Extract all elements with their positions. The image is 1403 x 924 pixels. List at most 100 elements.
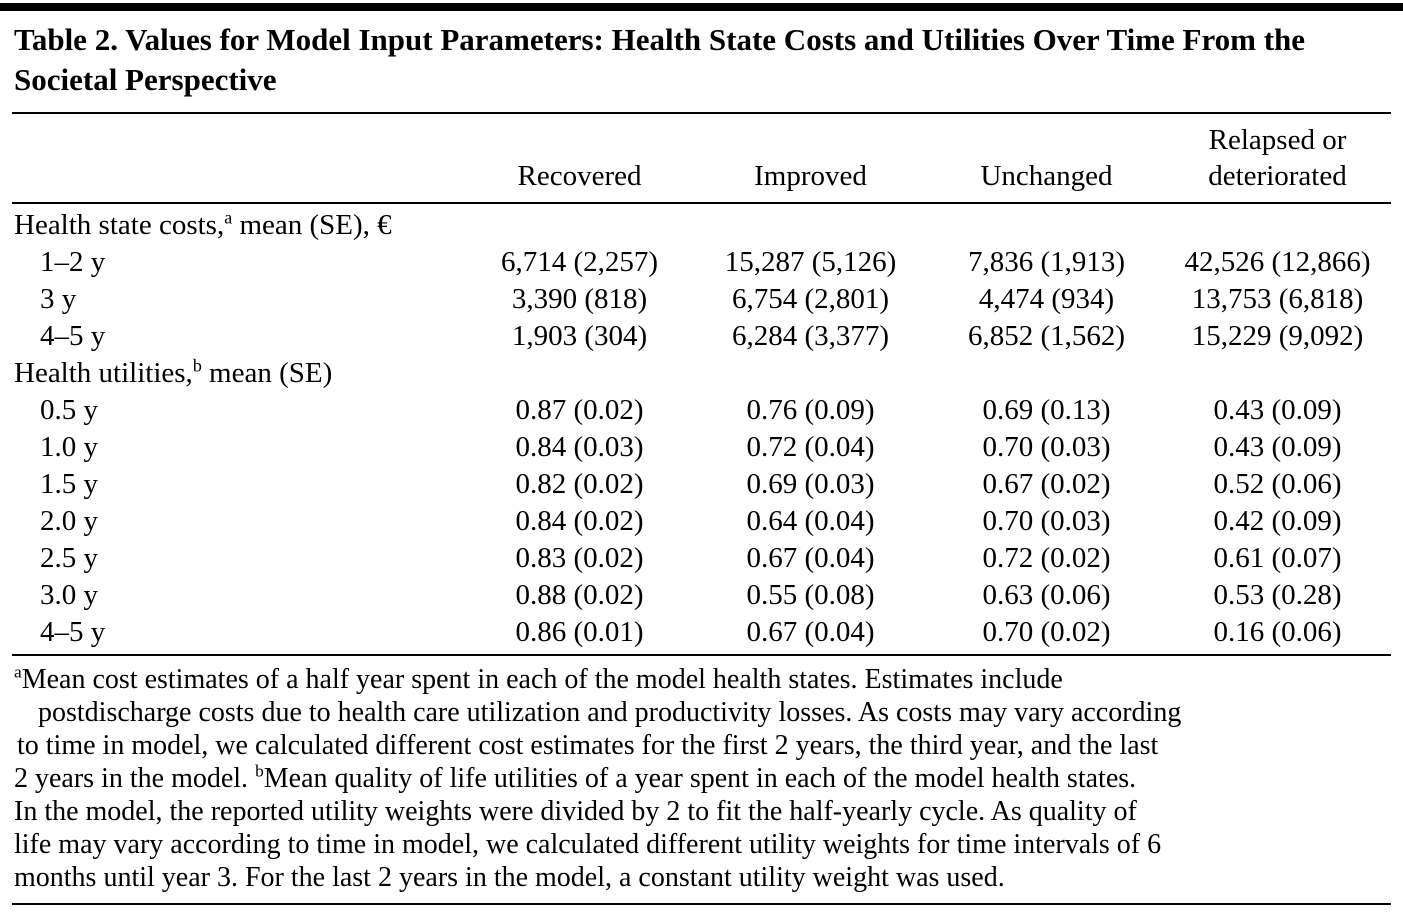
cell (929, 355, 1164, 392)
cell: 0.43 (0.09) (1213, 393, 1342, 426)
row-label: 0.5 y (40, 393, 98, 426)
cell: 6,714 (2,257) (500, 245, 659, 278)
footnote-marker-b: b (255, 761, 264, 781)
cell: 0.87 (0.02) (515, 393, 644, 426)
footnote: aMean cost estimates of a half year spen… (12, 656, 1391, 903)
section-label-text: mean (SE) (201, 356, 333, 389)
table-row: 4–5 y 1,903 (304) 6,284 (3,377) 6,852 (1… (12, 318, 1391, 355)
cell: 0.70 (0.02) (982, 615, 1111, 648)
divider-bottom (12, 902, 1391, 905)
cell (692, 355, 929, 392)
section-label-text: Health state costs, (14, 208, 225, 241)
cell: 0.82 (0.02) (515, 467, 644, 500)
table-row: 3.0 y 0.88 (0.02) 0.55 (0.08) 0.63 (0.06… (12, 577, 1391, 614)
cell: 15,229 (9,092) (1191, 319, 1364, 352)
top-rule (0, 3, 1403, 11)
row-label: 1–2 y (40, 245, 106, 278)
footnote-text: Mean quality of life utilities of a year… (263, 762, 1137, 794)
column-header-improved: Improved (754, 159, 867, 192)
cell: 0.63 (0.06) (982, 578, 1111, 611)
table-row: 1.0 y 0.84 (0.03) 0.72 (0.04) 0.70 (0.03… (12, 429, 1391, 466)
table-row: 1–2 y 6,714 (2,257) 15,287 (5,126) 7,836… (12, 244, 1391, 281)
row-label: 2.0 y (40, 504, 98, 537)
footnote-marker-a: a (14, 662, 22, 682)
row-label: 4–5 y (40, 319, 106, 352)
column-header-recovered: Recovered (517, 159, 642, 192)
footnote-line: postdischarge costs due to health care u… (14, 696, 1391, 729)
cell (692, 207, 929, 244)
cell: 0.69 (0.13) (982, 393, 1111, 426)
cell: 0.72 (0.02) (982, 541, 1111, 574)
footnote-text: to time in model, we calculated differen… (17, 729, 1159, 761)
footnote-text: postdischarge costs due to health care u… (38, 696, 1182, 728)
divider-above-footnote (12, 653, 1391, 656)
section-label-text: Health utilities, (14, 356, 193, 389)
section-header-utilities: Health utilities,b mean (SE) (12, 355, 1391, 392)
cell: 0.76 (0.09) (746, 393, 875, 426)
column-header-relapsed: Relapsed or deteriorated (1208, 123, 1347, 192)
cell: 0.53 (0.28) (1213, 578, 1342, 611)
cell: 4,474 (934) (978, 282, 1115, 315)
row-label: 2.5 y (40, 541, 98, 574)
footnote-marker-b: b (192, 354, 202, 375)
section-header-costs: Health state costs,a mean (SE), € (12, 207, 1391, 244)
table-row: 4–5 y 0.86 (0.01) 0.67 (0.04) 0.70 (0.02… (12, 614, 1391, 651)
section-label: Health utilities,b mean (SE) (12, 355, 467, 392)
cell: 0.52 (0.06) (1213, 467, 1342, 500)
cell: 0.88 (0.02) (515, 578, 644, 611)
cell: 0.67 (0.04) (746, 615, 875, 648)
footnote-text: 2 years in the model. (14, 762, 256, 794)
cell: 0.64 (0.04) (746, 504, 875, 537)
table-row: 3 y 3,390 (818) 6,754 (2,801) 4,474 (934… (12, 281, 1391, 318)
cell: 0.84 (0.02) (515, 504, 644, 537)
cell: 6,852 (1,562) (967, 319, 1126, 352)
cell: 0.42 (0.09) (1213, 504, 1342, 537)
footnote-line: aMean cost estimates of a half year spen… (14, 663, 1391, 696)
footnote-line: 2 years in the model. bMean quality of l… (14, 762, 1391, 795)
divider-under-title (12, 111, 1391, 114)
row-label: 3 y (40, 282, 77, 315)
column-header-unchanged: Unchanged (980, 159, 1113, 192)
cell: 13,753 (6,818) (1191, 282, 1364, 315)
cell (1164, 207, 1391, 244)
footnote-line: In the model, the reported utility weigh… (14, 795, 1391, 828)
cell: 15,287 (5,126) (724, 245, 897, 278)
cell: 6,754 (2,801) (731, 282, 890, 315)
footnote-text: In the model, the reported utility weigh… (14, 795, 1137, 827)
cell: 0.70 (0.03) (982, 430, 1111, 463)
cell: 0.69 (0.03) (746, 467, 875, 500)
table-row: 2.0 y 0.84 (0.02) 0.64 (0.04) 0.70 (0.03… (12, 503, 1391, 540)
table-row: 0.5 y 0.87 (0.02) 0.76 (0.09) 0.69 (0.13… (12, 392, 1391, 429)
footnote-text: Mean cost estimates of a half year spent… (21, 663, 1063, 695)
cell: 7,836 (1,913) (967, 245, 1126, 278)
cell: 3,390 (818) (511, 282, 648, 315)
table-header-row: Recovered Improved Unchanged Relapsed or… (12, 114, 1391, 202)
section-label-text: mean (SE), € (232, 208, 392, 241)
cell (467, 355, 692, 392)
table-title: Table 2. Values for Model Input Paramete… (14, 22, 1306, 98)
cell: 0.70 (0.03) (982, 504, 1111, 537)
table-row: 1.5 y 0.82 (0.02) 0.69 (0.03) 0.67 (0.02… (12, 466, 1391, 503)
cell: 0.84 (0.03) (515, 430, 644, 463)
footnote-text: months until year 3. For the last 2 year… (14, 861, 1005, 893)
divider-under-header (12, 201, 1391, 204)
section-label: Health state costs,a mean (SE), € (12, 207, 467, 244)
cell: 1,903 (304) (511, 319, 648, 352)
footnote-line: life may vary according to time in model… (14, 828, 1391, 861)
table-row: 2.5 y 0.83 (0.02) 0.67 (0.04) 0.72 (0.02… (12, 540, 1391, 577)
cell: 0.67 (0.04) (746, 541, 875, 574)
cell: 42,526 (12,866) (1184, 245, 1371, 278)
row-label: 1.0 y (40, 430, 98, 463)
table-body: Health state costs,a mean (SE), € 1–2 y … (12, 204, 1391, 654)
cell: 0.86 (0.01) (515, 615, 644, 648)
cell: 0.67 (0.02) (982, 467, 1111, 500)
cell: 0.16 (0.06) (1213, 615, 1342, 648)
footnote-text: life may vary according to time in model… (14, 828, 1162, 860)
row-label: 1.5 y (40, 467, 98, 500)
cell: 0.43 (0.09) (1213, 430, 1342, 463)
cell (929, 207, 1164, 244)
cell: 0.61 (0.07) (1213, 541, 1342, 574)
footnote-line: months until year 3. For the last 2 year… (14, 861, 1391, 894)
row-label: 4–5 y (40, 615, 106, 648)
cell: 6,284 (3,377) (731, 319, 890, 352)
